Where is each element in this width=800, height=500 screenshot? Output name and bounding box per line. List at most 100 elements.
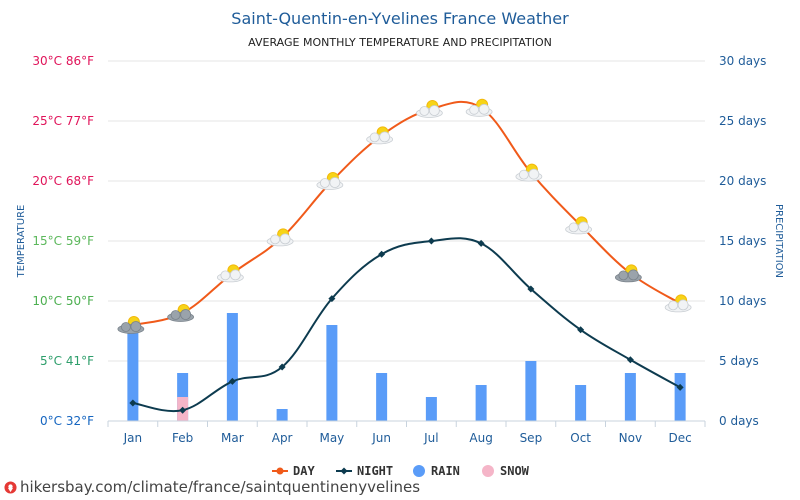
partly-sunny-icon <box>515 163 543 182</box>
right-tick-label: 0 days <box>719 414 759 428</box>
rain-bar <box>276 409 288 421</box>
right-axis-ticks: 0 days 5 days 10 days 15 days 20 days 25 days… <box>719 54 766 428</box>
weather-icons <box>117 98 692 334</box>
rain-bar <box>525 361 537 421</box>
source-link[interactable]: hikersbay.com/climate/france/saintquenti… <box>20 478 421 496</box>
right-axis-title: PRECIPITATION <box>773 204 784 278</box>
x-tick-label: Jun <box>371 431 391 445</box>
legend-label: SNOW <box>500 464 530 478</box>
legend-item-snow: SNOW <box>482 464 530 478</box>
legend-marker <box>340 467 348 475</box>
legend-marker <box>413 465 425 477</box>
rain-bar <box>326 325 338 421</box>
right-tick-label: 20 days <box>719 174 766 188</box>
partly-sunny-icon <box>366 126 394 145</box>
cloud-puff <box>329 177 341 188</box>
legend: DAY NIGHT RAIN SNOW <box>272 464 530 478</box>
x-tick-label: Apr <box>272 431 293 445</box>
cloud-puff <box>518 169 529 180</box>
legend-marker <box>276 467 284 475</box>
cloud-puff <box>379 131 391 143</box>
cloud-puff <box>369 132 380 143</box>
night-point <box>129 399 137 407</box>
right-tick-label: 5 days <box>719 354 759 368</box>
cloud-puff <box>568 222 579 233</box>
right-tick-label: 30 days <box>719 54 766 68</box>
night-line <box>132 237 681 413</box>
partly-sunny-icon <box>465 98 493 117</box>
legend-item-rain: RAIN <box>413 464 460 478</box>
cloud-puff <box>130 321 142 332</box>
footer[interactable]: hikersbay.com/climate/france/saintquenti… <box>4 478 420 496</box>
location-pin-icon <box>4 480 17 494</box>
night-point <box>527 285 535 293</box>
x-tick-label: Mar <box>221 431 244 445</box>
night-point <box>477 239 485 247</box>
x-tick-label: Aug <box>469 431 492 445</box>
x-tick-label: May <box>319 431 344 445</box>
legend-label: RAIN <box>431 464 460 478</box>
precipitation-bars <box>127 313 686 421</box>
cloud-puff <box>319 178 330 188</box>
cloud-puff <box>170 310 181 320</box>
left-tick-label: 0°C 32°F <box>40 414 94 428</box>
x-tick-label: Dec <box>669 431 692 445</box>
night-point <box>577 326 585 334</box>
cloud-puff <box>180 309 192 320</box>
cloud-puff <box>677 299 689 311</box>
cloud-puff <box>229 269 241 281</box>
legend-label: DAY <box>293 464 315 478</box>
partly-sunny-icon <box>216 264 244 283</box>
night-point <box>228 377 236 385</box>
x-tick-label: Jul <box>423 431 438 445</box>
cloud-puff <box>220 270 231 281</box>
rain-bar <box>376 373 388 421</box>
night-point <box>626 356 634 364</box>
partly-sunny-icon <box>266 228 294 247</box>
left-tick-label: 20°C 68°F <box>32 174 94 188</box>
night-point <box>278 363 286 371</box>
chart-title: Saint-Quentin-en-Yvelines France Weather <box>231 9 569 28</box>
cloud-puff <box>627 269 639 281</box>
night-point <box>328 295 336 303</box>
cloud-puff <box>279 233 291 245</box>
night-point <box>676 383 684 391</box>
partly-sunny-icon <box>415 100 443 118</box>
left-tick-label: 5°C 41°F <box>40 354 94 368</box>
cloud-puff <box>528 168 540 180</box>
partly-cloudy-icon <box>117 316 145 334</box>
temperature-lines <box>129 100 684 414</box>
legend-item-night: NIGHT <box>336 464 393 478</box>
x-tick-label: Sep <box>520 431 543 445</box>
cloud-puff <box>668 300 679 311</box>
legend-item-day: DAY <box>272 464 315 478</box>
gridlines <box>108 60 705 362</box>
cloud-puff <box>428 105 440 116</box>
rain-bar <box>624 373 636 421</box>
left-tick-label: 25°C 77°F <box>32 114 94 128</box>
rain-bar <box>226 313 238 421</box>
day-line <box>132 100 681 326</box>
rain-bar <box>425 397 437 421</box>
x-axis: Jan Feb Mar Apr May Jun Jul Aug Sep Oct Nov Dec <box>107 420 706 445</box>
cloud-puff <box>478 103 490 115</box>
partly-cloudy-icon <box>614 264 642 283</box>
night-point <box>378 250 386 258</box>
cloud-puff <box>120 322 131 332</box>
right-tick-label: 10 days <box>719 294 766 308</box>
x-tick-label: Oct <box>570 431 591 445</box>
night-point <box>427 237 435 245</box>
cloud-puff <box>469 104 480 115</box>
partly-cloudy-icon <box>167 304 195 322</box>
partly-sunny-icon <box>565 216 593 235</box>
partly-sunny-icon <box>664 294 692 313</box>
x-tick-label: Feb <box>172 431 193 445</box>
rain-bar <box>127 325 139 421</box>
left-tick-label: 10°C 50°F <box>32 294 94 308</box>
right-tick-label: 25 days <box>719 114 766 128</box>
rain-bar <box>475 385 487 421</box>
left-tick-label: 30°C 86°F <box>32 54 94 68</box>
cloud-puff <box>419 106 430 116</box>
rain-bar <box>674 373 686 421</box>
